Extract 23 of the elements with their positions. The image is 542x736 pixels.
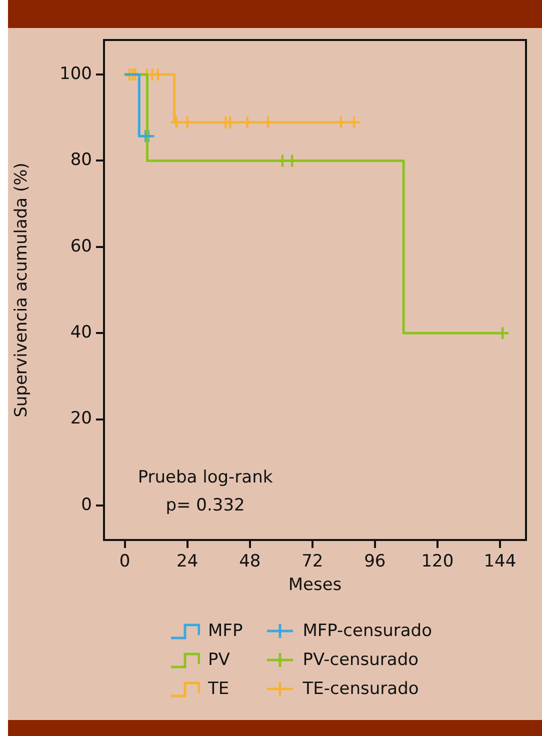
- legend-label: PV: [208, 650, 230, 670]
- y-tick-label: 60: [70, 236, 92, 256]
- annotation: Prueba log-rank: [138, 467, 273, 488]
- y-tick-label: 20: [70, 408, 92, 429]
- legend-label: MFP-censurado: [302, 620, 432, 640]
- x-axis-title: Meses: [288, 575, 342, 596]
- annotation: p= 0.332: [166, 495, 245, 516]
- y-axis-title: Supervivencia acumulada (%): [12, 162, 32, 418]
- legend-label: TE-censurado: [302, 678, 419, 698]
- x-tick-label: 48: [239, 552, 261, 572]
- x-tick-label: 72: [302, 552, 324, 572]
- x-tick-label: 0: [119, 552, 130, 572]
- x-tick-label: 24: [176, 552, 198, 572]
- legend-label: MFP: [208, 620, 243, 640]
- x-tick-label: 96: [364, 552, 386, 572]
- x-tick-label: 120: [421, 552, 454, 572]
- legend-label: TE: [208, 678, 230, 698]
- y-tick-label: 40: [70, 322, 92, 343]
- x-tick-label: 144: [484, 552, 516, 572]
- legend-label: PV-censurado: [302, 650, 419, 670]
- y-tick-label: 100: [60, 64, 92, 84]
- y-tick-label: 0: [81, 494, 92, 515]
- y-tick-label: 80: [70, 150, 92, 170]
